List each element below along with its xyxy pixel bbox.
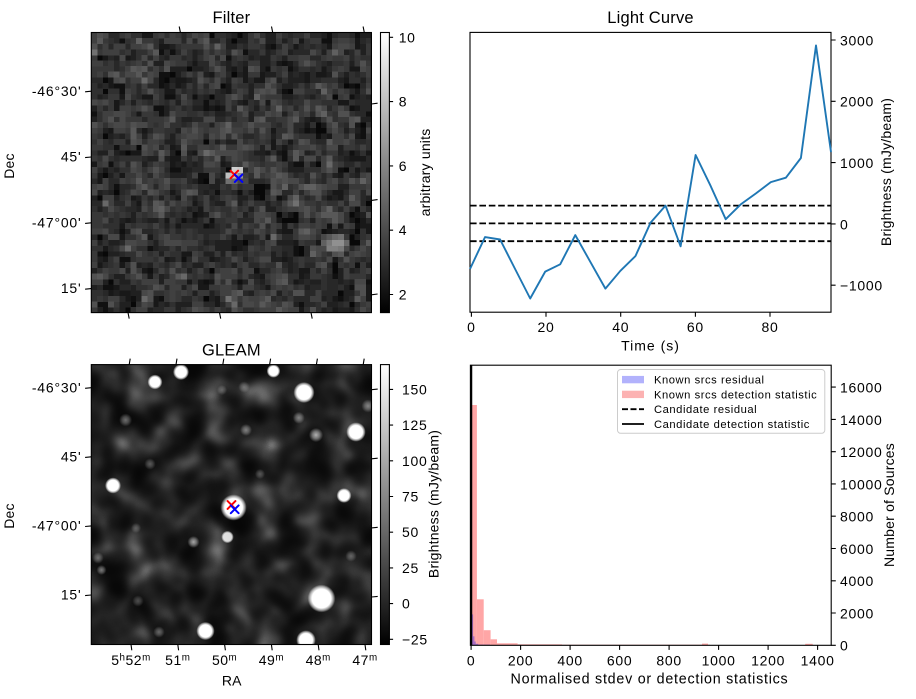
- svg-text:15': 15': [61, 587, 82, 603]
- svg-text:0: 0: [467, 652, 476, 668]
- svg-text:75: 75: [402, 489, 419, 505]
- svg-text:−25: −25: [402, 631, 428, 647]
- svg-text:50m: 50m: [212, 652, 237, 668]
- svg-text:20: 20: [538, 319, 555, 335]
- svg-text:12000: 12000: [840, 444, 882, 460]
- svg-text:−1000: −1000: [840, 278, 883, 294]
- svg-text:Dec: Dec: [1, 503, 17, 529]
- svg-text:6: 6: [399, 158, 408, 174]
- svg-text:8000: 8000: [840, 509, 874, 525]
- svg-text:45': 45': [61, 149, 82, 165]
- svg-text:40: 40: [612, 319, 629, 335]
- svg-text:2: 2: [399, 287, 408, 303]
- svg-text:Known srcs residual: Known srcs residual: [654, 375, 765, 387]
- svg-text:Candidate residual: Candidate residual: [654, 404, 757, 416]
- svg-text:0: 0: [840, 216, 849, 232]
- svg-text:-47°00': -47°00': [32, 214, 82, 230]
- svg-text:600: 600: [607, 652, 632, 668]
- svg-text:1000: 1000: [840, 155, 874, 171]
- svg-text:Known srcs detection statistic: Known srcs detection statistic: [654, 389, 817, 401]
- svg-text:0: 0: [840, 638, 849, 654]
- svg-text:8: 8: [399, 94, 408, 110]
- svg-text:Brightness (mJy/beam): Brightness (mJy/beam): [426, 430, 442, 578]
- svg-text:45': 45': [61, 448, 82, 464]
- svg-text:51m: 51m: [165, 652, 190, 668]
- svg-text:47m: 47m: [352, 652, 377, 668]
- svg-text:1200: 1200: [751, 652, 785, 668]
- svg-text:150: 150: [402, 381, 427, 397]
- svg-text:1000: 1000: [702, 652, 736, 668]
- svg-text:48m: 48m: [306, 652, 331, 668]
- svg-text:Brightness (mJy/beam): Brightness (mJy/beam): [878, 98, 894, 246]
- svg-text:-47°00': -47°00': [32, 518, 82, 534]
- svg-text:16000: 16000: [840, 380, 882, 396]
- svg-text:10: 10: [399, 29, 416, 45]
- svg-text:Dec: Dec: [1, 153, 17, 179]
- svg-text:125: 125: [402, 417, 427, 433]
- svg-text:0: 0: [467, 319, 476, 335]
- svg-text:10000: 10000: [840, 476, 882, 492]
- svg-text:2000: 2000: [840, 94, 874, 110]
- svg-text:25: 25: [402, 560, 419, 576]
- svg-text:50: 50: [402, 524, 419, 540]
- svg-text:400: 400: [557, 652, 582, 668]
- svg-text:60: 60: [687, 319, 704, 335]
- svg-text:15': 15': [61, 280, 82, 296]
- svg-text:-46°30': -46°30': [32, 379, 82, 395]
- svg-text:0: 0: [402, 596, 411, 612]
- svg-text:arbitrary units: arbitrary units: [417, 129, 433, 217]
- svg-text:6000: 6000: [840, 541, 874, 557]
- svg-text:3000: 3000: [840, 32, 874, 48]
- svg-text:100: 100: [402, 453, 427, 469]
- svg-text:GLEAM: GLEAM: [202, 342, 261, 360]
- svg-text:Normalised stdev or detection: Normalised stdev or detection statistics: [511, 672, 789, 688]
- svg-text:RA: RA: [222, 673, 242, 689]
- svg-text:49m: 49m: [259, 652, 284, 668]
- svg-text:1400: 1400: [801, 652, 835, 668]
- svg-text:Number of Sources: Number of Sources: [881, 443, 897, 567]
- svg-text:4: 4: [399, 222, 408, 238]
- svg-text:80: 80: [762, 319, 779, 335]
- svg-text:Light Curve: Light Curve: [607, 9, 694, 27]
- svg-text:Filter: Filter: [212, 9, 250, 27]
- svg-text:200: 200: [508, 652, 533, 668]
- svg-text:14000: 14000: [840, 412, 882, 428]
- svg-text:5h52m: 5h52m: [111, 652, 151, 668]
- svg-text:4000: 4000: [840, 573, 874, 589]
- svg-text:Candidate detection statistic: Candidate detection statistic: [654, 419, 810, 431]
- svg-text:Time (s): Time (s): [621, 337, 680, 353]
- svg-text:-46°30': -46°30': [32, 83, 82, 99]
- svg-text:2000: 2000: [840, 605, 874, 621]
- svg-text:800: 800: [656, 652, 681, 668]
